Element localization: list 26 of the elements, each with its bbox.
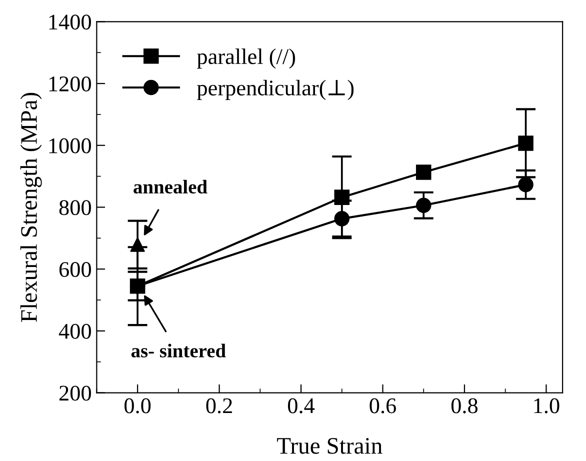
point [416,198,432,214]
legend-label: parallel (//) [197,48,296,69]
x-tick-label: 0.0 [124,398,151,414]
point [518,177,534,192]
y-axis-title: Flexural Strength (MPa) [20,92,42,322]
annotation: as- sintered [131,344,226,358]
x-tick-label: 0.8 [451,398,478,414]
y-tick-label: 1200 [49,76,91,92]
x-tick-label: 0.4 [288,398,315,414]
legend-label: perpendicular(⊥) [197,80,354,100]
point [334,190,350,205]
point [334,211,350,226]
x-axis-title: True Strain [277,438,382,454]
y-tick-label: 800 [59,200,91,216]
x-tick-label: 1.0 [534,398,560,414]
y-tick-label: 1400 [49,14,91,30]
x-tick-label: 0.6 [370,398,396,414]
y-tick-label: 400 [58,324,91,339]
y-tick-label: 1000 [49,138,91,154]
point [130,237,145,252]
point [416,164,432,180]
point [518,136,534,151]
y-tick-label: 600 [59,262,91,277]
annotation: annealed [134,180,208,194]
y-tick-label: 200 [59,386,91,401]
x-tick-label: 0.2 [206,398,232,414]
